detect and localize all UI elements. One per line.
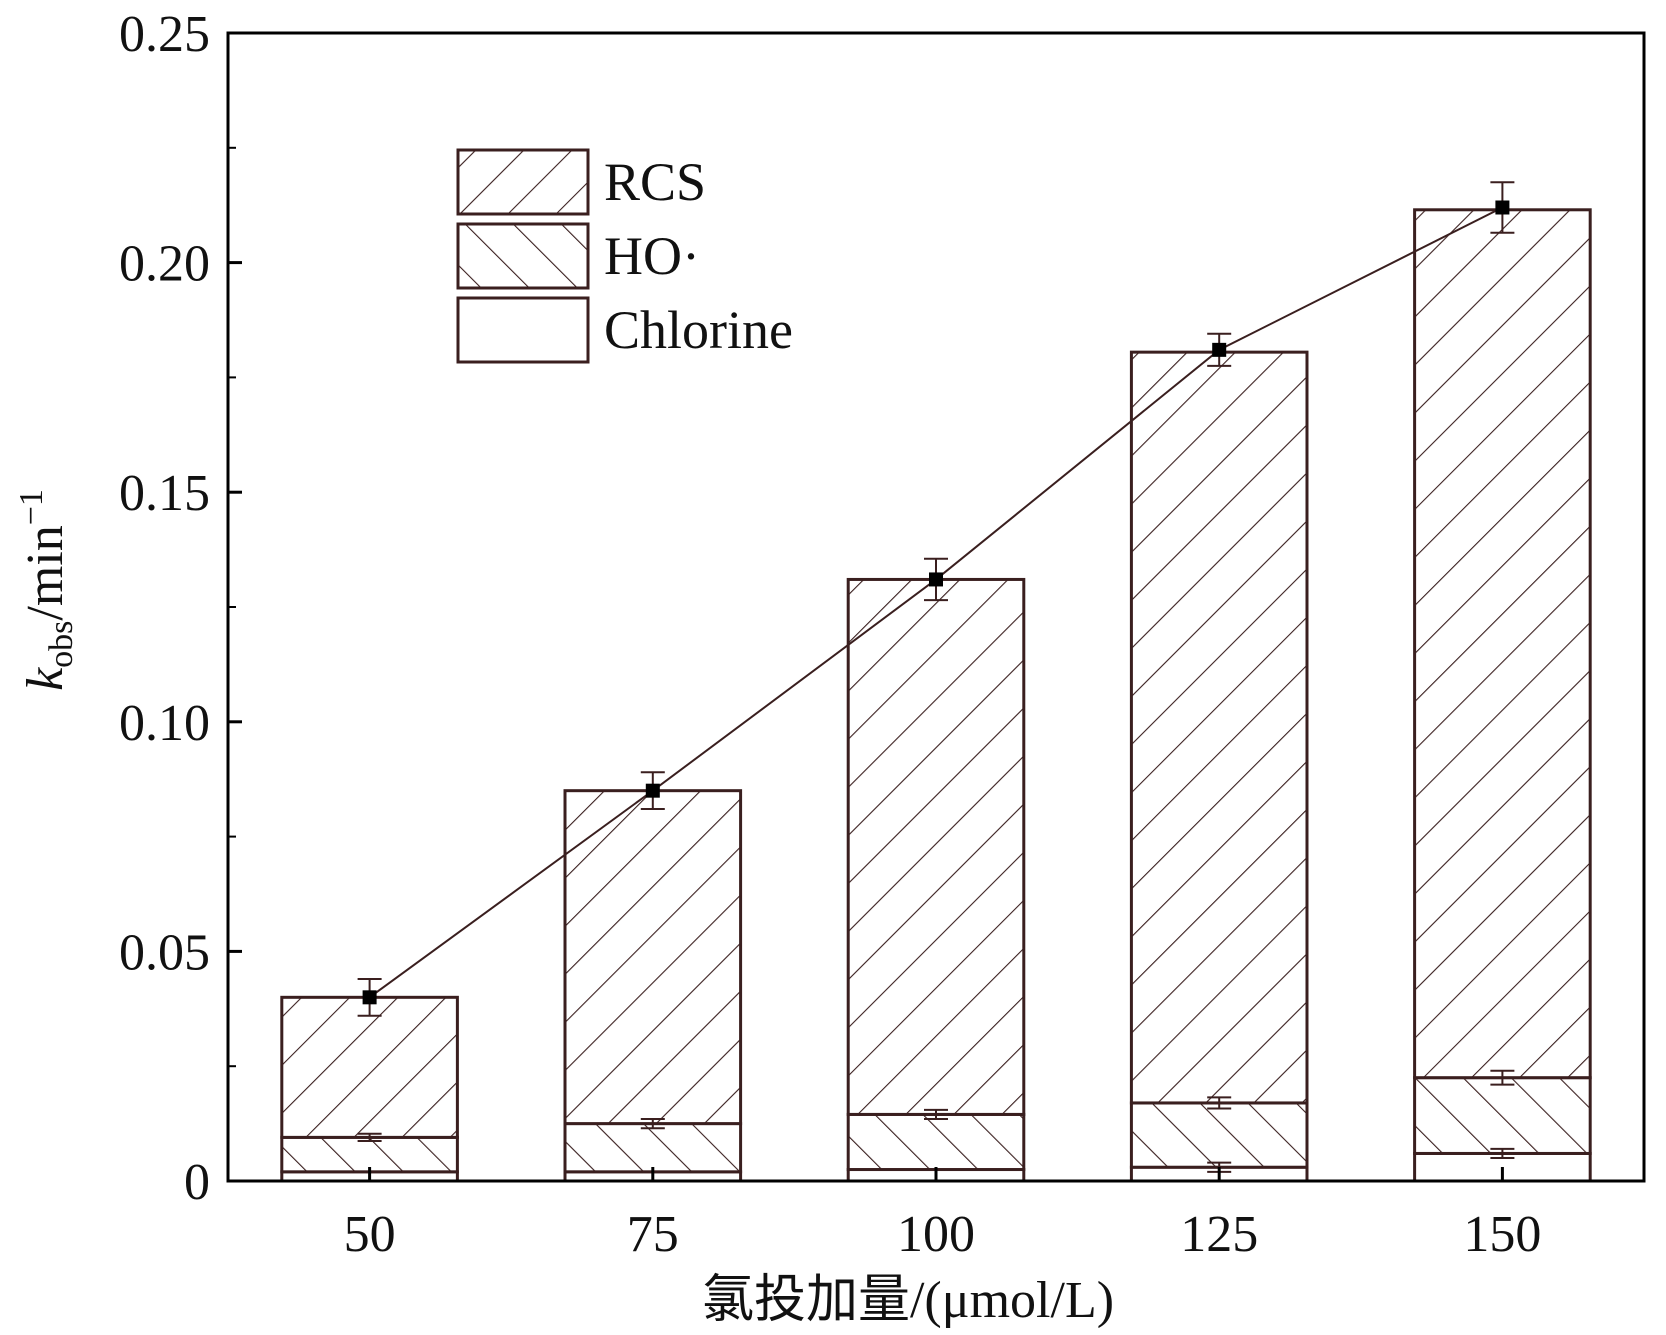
total-marker-125 bbox=[1212, 342, 1227, 357]
y-tick-label: 0.25 bbox=[119, 6, 210, 63]
y-tick-label: 0.15 bbox=[119, 465, 210, 522]
y-axis-symbol: k bbox=[17, 667, 74, 691]
legend-label: Chlorine bbox=[604, 300, 793, 360]
bar-rcs-150 bbox=[1413, 208, 1592, 1080]
ho-error-bar-150 bbox=[1490, 1069, 1515, 1086]
legend-label: HO· bbox=[604, 226, 700, 286]
ho-error-bar-100 bbox=[924, 1108, 948, 1121]
ho-error-bar-50 bbox=[357, 1132, 382, 1143]
y-axis-title: kobs/min−1 bbox=[13, 489, 80, 691]
bar-rcs-125 bbox=[1129, 350, 1309, 1105]
legend-item-ho: HO· bbox=[456, 222, 700, 290]
y-tick-label: 0.05 bbox=[119, 924, 210, 981]
x-tick-label-125: 125 bbox=[1180, 1206, 1258, 1263]
bar-rcs-50 bbox=[280, 995, 459, 1139]
bar-ho-125 bbox=[1129, 1101, 1309, 1169]
y-tick-label: 0 bbox=[184, 1154, 210, 1211]
legend-label: RCS bbox=[604, 152, 706, 212]
legend-item-rcs: RCS bbox=[456, 148, 706, 216]
chlorine-error-bar-150 bbox=[1490, 1147, 1515, 1160]
legend-item-chlorine: Chlorine bbox=[456, 296, 793, 364]
y-tick-label: 0.10 bbox=[119, 695, 210, 752]
ho-error-bar-125 bbox=[1207, 1096, 1232, 1110]
x-axis-title: 氯投加量/(μmol/L) bbox=[702, 1272, 1114, 1329]
total-marker-50 bbox=[362, 990, 377, 1005]
total-marker-100 bbox=[929, 572, 943, 587]
bar-ho-100 bbox=[846, 1112, 1026, 1172]
y-tick-label: 0.20 bbox=[119, 236, 210, 293]
bar-ho-150 bbox=[1413, 1076, 1592, 1155]
total-marker-150 bbox=[1495, 200, 1510, 215]
y-axis-exponent: −1 bbox=[13, 489, 50, 525]
y-axis-unit: /min bbox=[17, 525, 74, 620]
legend-swatch bbox=[456, 222, 590, 290]
bar-rcs-100 bbox=[846, 577, 1026, 1116]
legend-swatch bbox=[456, 148, 590, 216]
y-axis-subscript: obs bbox=[43, 621, 80, 668]
bar-ho-75 bbox=[563, 1122, 743, 1174]
x-tick-label-100: 100 bbox=[897, 1206, 975, 1263]
ho-error-bar-75 bbox=[640, 1118, 665, 1130]
x-tick-label-75: 75 bbox=[627, 1206, 679, 1263]
total-marker-75 bbox=[645, 783, 660, 798]
x-tick-label-50: 50 bbox=[344, 1206, 396, 1263]
bar-ho-50 bbox=[280, 1135, 459, 1174]
x-tick-label-150: 150 bbox=[1463, 1206, 1541, 1263]
bar-rcs-75 bbox=[563, 789, 743, 1126]
legend-swatch bbox=[456, 296, 590, 364]
